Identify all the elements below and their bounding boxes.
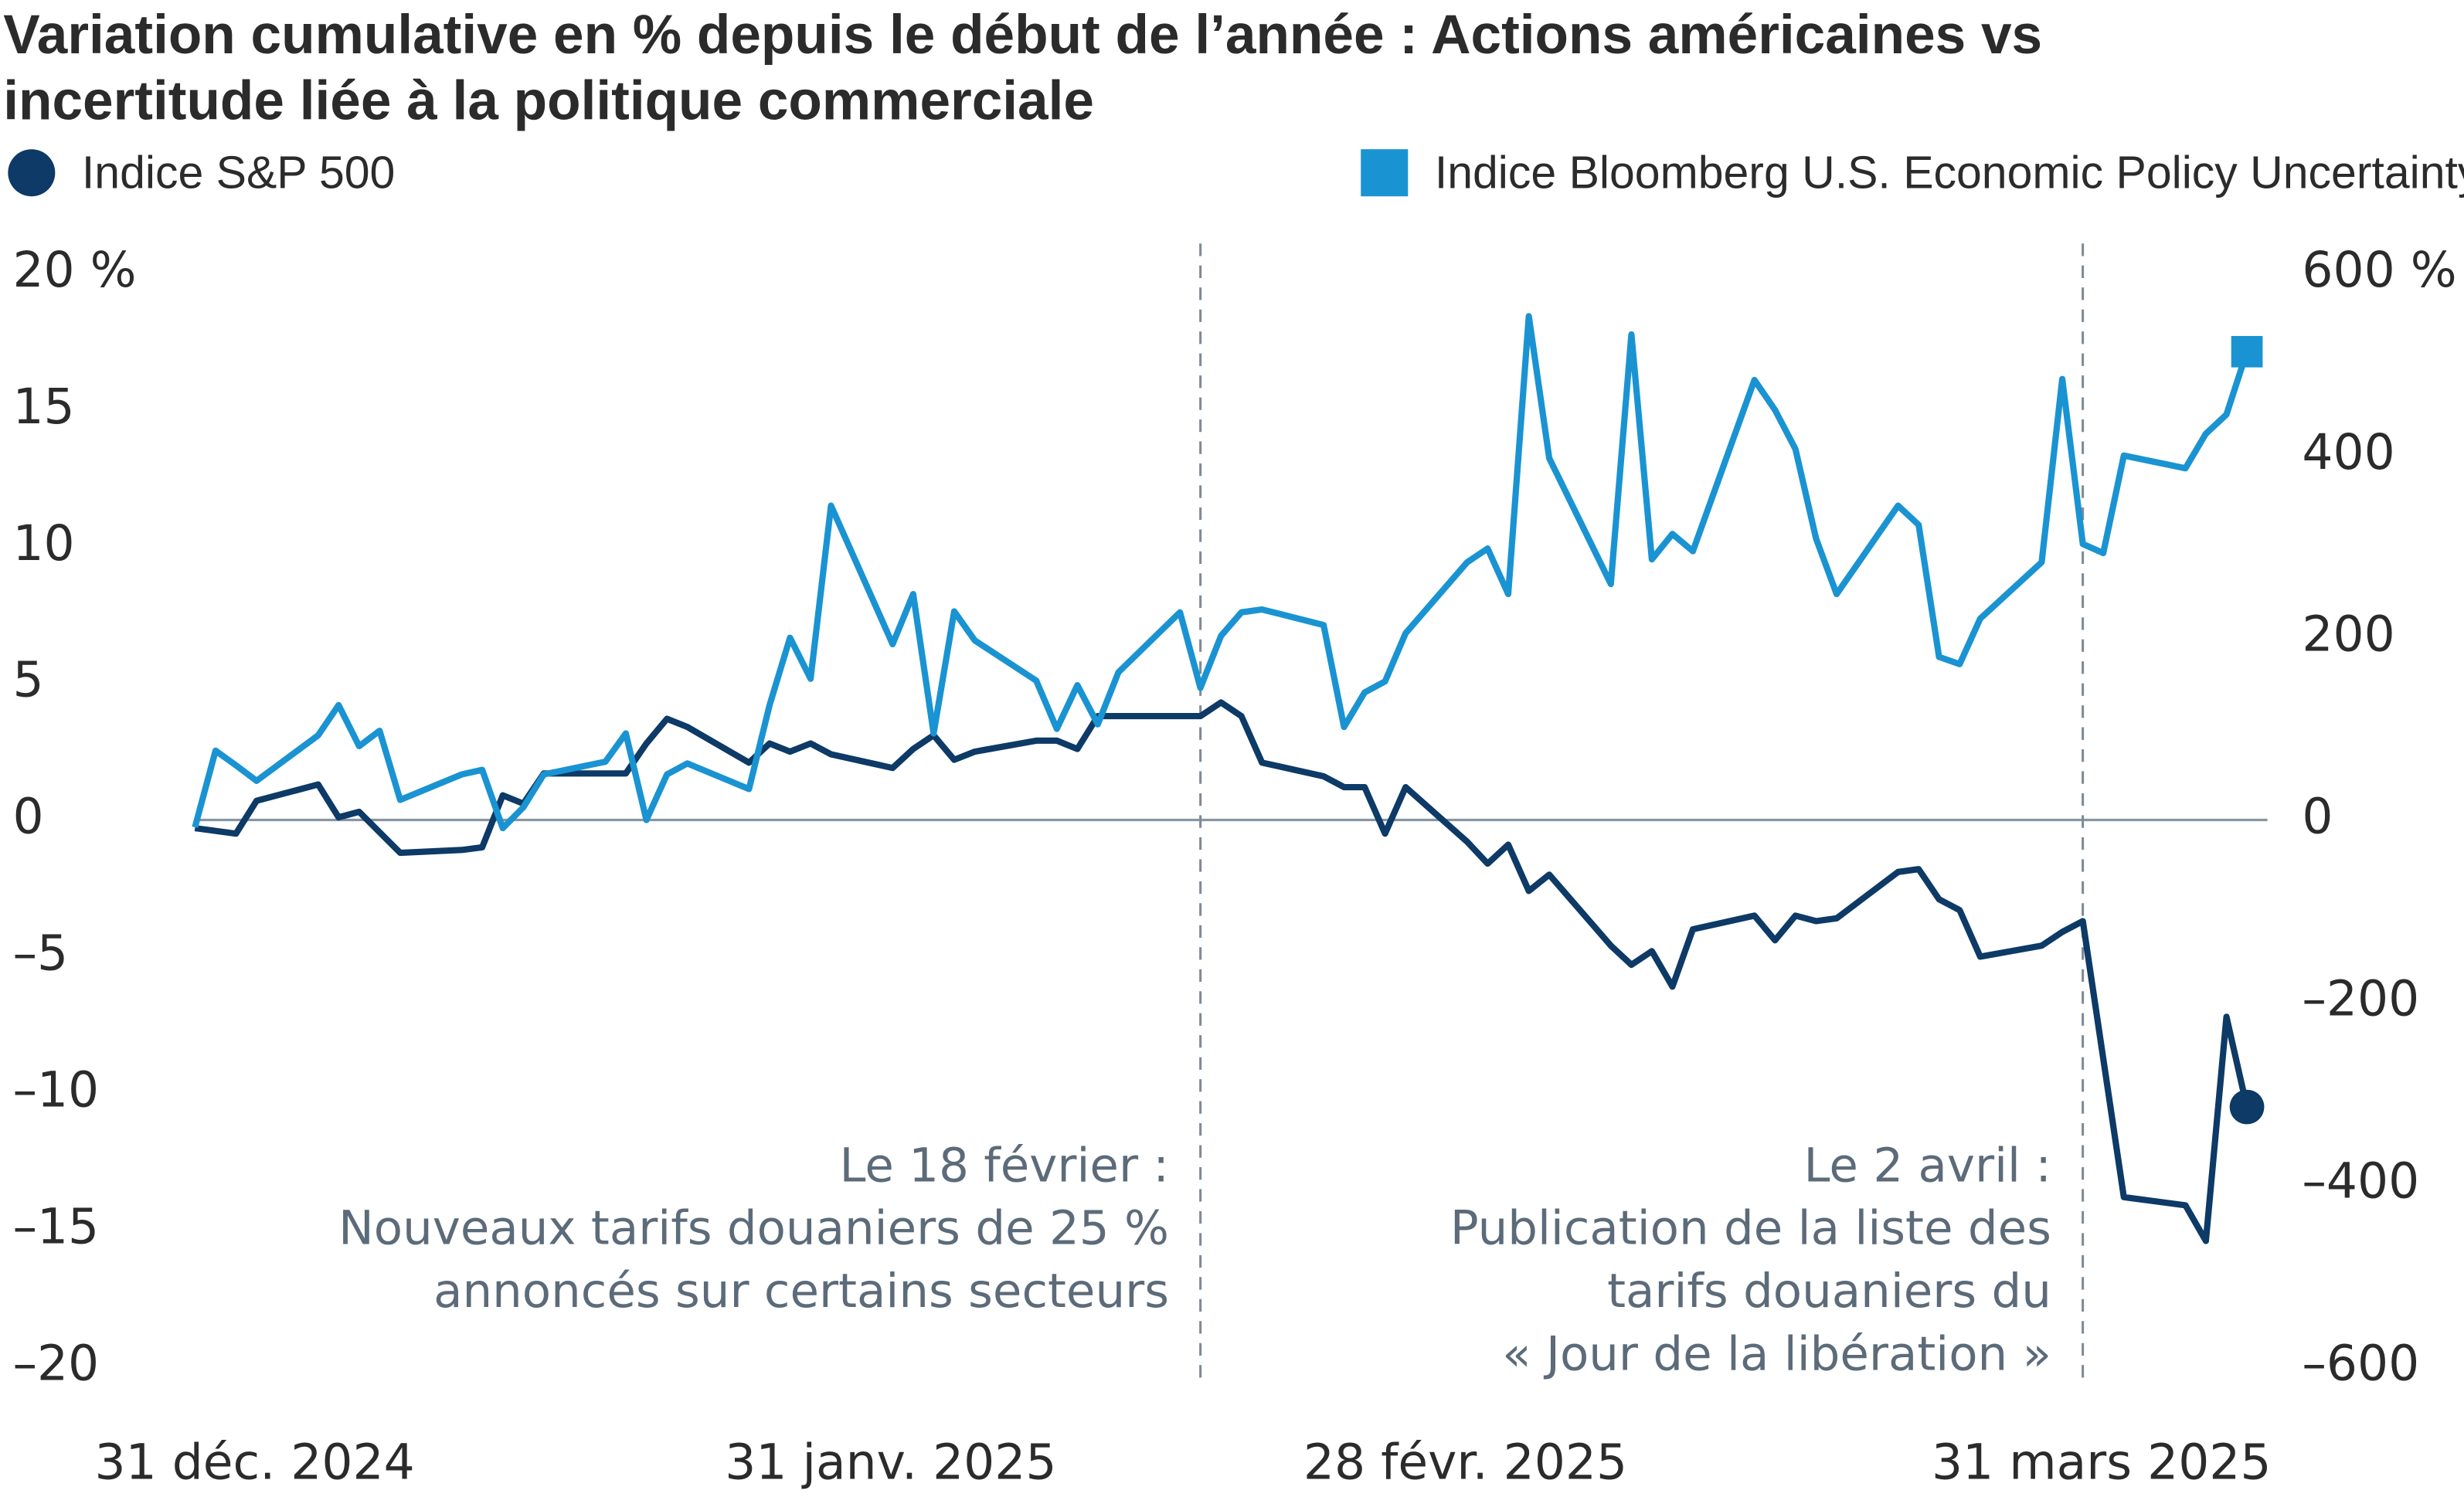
y-tick-label: 20 %: [12, 241, 136, 298]
annotation: tarifs douaniers du: [1607, 1264, 2051, 1319]
legend-marker: [1361, 149, 1409, 197]
y2-tick-label: –600: [2302, 1334, 2419, 1391]
y-tick-label: 0: [12, 788, 43, 845]
annotation: Le 2 avril :: [1804, 1138, 2051, 1193]
y2-tick-label: –400: [2302, 1152, 2419, 1209]
legend-label: Indice S&P 500: [82, 148, 395, 198]
annotation: Publication de la liste des: [1450, 1201, 2051, 1256]
y2-tick-label: 200: [2302, 606, 2394, 663]
x-tick-label: 31 janv. 2025: [725, 1433, 1056, 1490]
annotation: « Jour de la libération »: [1502, 1326, 2051, 1381]
y-tick-label: –20: [12, 1334, 99, 1391]
end-marker: [2229, 1089, 2265, 1125]
end-marker: [2231, 335, 2263, 368]
y-tick-label: 15: [12, 378, 74, 435]
legend-marker: [8, 149, 56, 197]
chart-title: Variation cumulative en % depuis le débu…: [3, 5, 2042, 66]
y-tick-label: 5: [12, 651, 43, 708]
y-tick-label: –10: [12, 1061, 99, 1118]
annotation: Le 18 février :: [839, 1138, 1169, 1193]
y-tick-label: 10: [12, 514, 74, 572]
x-tick-label: 28 févr. 2025: [1303, 1433, 1627, 1490]
annotation: Nouveaux tarifs douaniers de 25 %: [338, 1201, 1169, 1256]
y-tick-label: –15: [12, 1197, 99, 1254]
chart-title: incertitude liée à la politique commerci…: [3, 71, 1094, 132]
y-tick-label: –5: [12, 925, 68, 982]
y2-tick-label: –200: [2302, 970, 2419, 1027]
legend-label: Indice Bloomberg U.S. Economic Policy Un…: [1435, 148, 2464, 198]
line-series: [192, 313, 2250, 832]
y2-tick-label: 400: [2302, 423, 2394, 480]
x-tick-label: 31 mars 2025: [1932, 1433, 2271, 1490]
annotation: annoncés sur certains secteurs: [433, 1264, 1169, 1319]
y2-tick-label: 0: [2302, 788, 2333, 845]
y2-tick-label: 600 %: [2302, 241, 2456, 298]
x-tick-label: 31 déc. 2024: [95, 1433, 415, 1490]
